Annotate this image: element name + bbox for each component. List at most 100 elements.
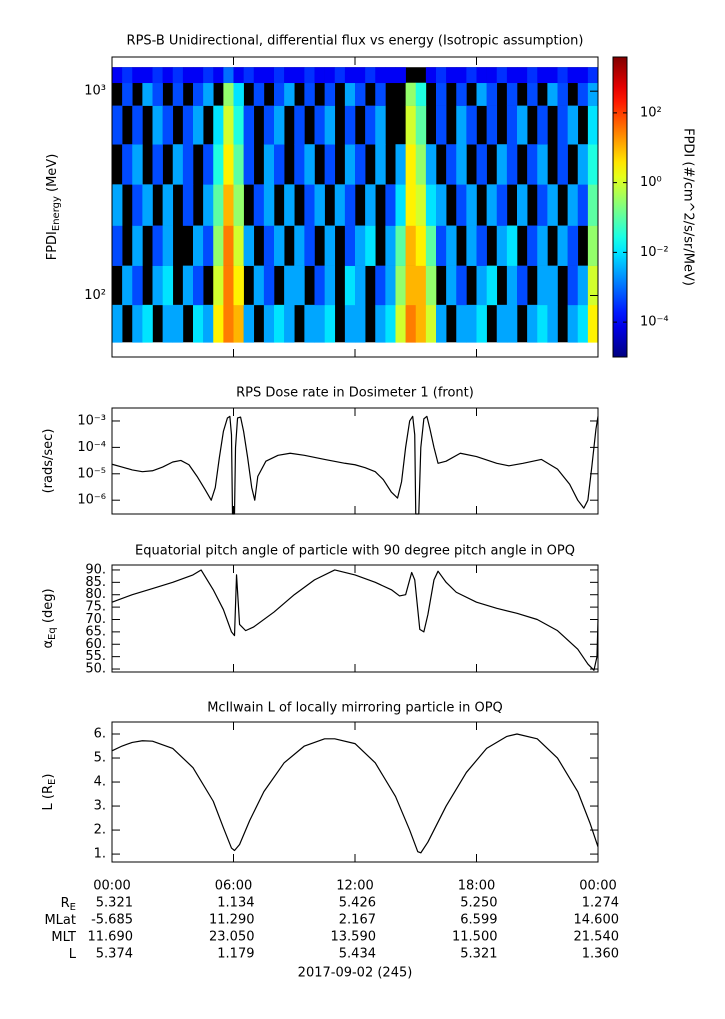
heatmap-cell — [344, 105, 356, 145]
heatmap-cell — [324, 82, 336, 106]
heatmap-cell — [496, 225, 508, 266]
heatmap-cell — [233, 144, 244, 185]
heatmap-cell — [304, 184, 315, 226]
heatmap-cell — [496, 304, 508, 343]
heatmap-cell — [122, 67, 133, 84]
heatmap-cell — [527, 144, 538, 185]
heatmap-cell — [132, 105, 143, 145]
heatmap-cell — [456, 82, 467, 106]
heatmap-cell — [506, 144, 518, 185]
heatmap-cell — [284, 82, 295, 106]
heatmap-cell — [263, 265, 275, 306]
heatmap-cell — [567, 184, 579, 226]
heatmap-cell — [577, 184, 589, 226]
heatmap-cell — [355, 265, 366, 306]
heatmap-cell — [223, 67, 234, 84]
heatmap-cell — [557, 82, 568, 106]
heatmap-cell — [587, 304, 599, 343]
y-tick-label: 80. — [85, 587, 106, 602]
y-axis-label-main: (rads/sec) — [41, 429, 56, 494]
heatmap-cell — [466, 304, 477, 343]
heatmap-cell — [233, 225, 244, 266]
heatmap-cell — [344, 304, 356, 343]
panel-title: McIlwain L of locally mirroring particle… — [207, 701, 503, 716]
y-tick-label: 5. — [94, 751, 106, 766]
heatmap-cell — [466, 184, 477, 226]
ephemeris-value: 1.179 — [217, 947, 254, 962]
heatmap-cell — [425, 67, 437, 84]
heatmap-cell — [425, 304, 437, 343]
heatmap-cell — [405, 225, 417, 266]
heatmap-cell — [365, 225, 376, 266]
heatmap-cell — [466, 105, 477, 145]
heatmap-cell — [587, 144, 599, 185]
heatmap-cell — [496, 184, 508, 226]
heatmap-cell — [486, 67, 498, 84]
heatmap-cell — [436, 67, 447, 84]
heatmap-cell — [233, 265, 244, 306]
heatmap-cell — [456, 304, 467, 343]
heatmap-cell — [314, 67, 325, 84]
heatmap-cell — [314, 304, 325, 343]
heatmap-cell — [506, 105, 518, 145]
heatmap-cell — [274, 67, 285, 84]
heatmap-cell — [506, 265, 518, 306]
heatmap-cell — [355, 225, 366, 266]
heatmap-cell — [385, 265, 396, 306]
heatmap-cell — [517, 184, 528, 226]
heatmap-cell — [395, 265, 406, 306]
y-axis-label: αEq (deg) — [41, 588, 59, 648]
heatmap-cell — [122, 144, 133, 185]
heatmap-cell — [466, 225, 477, 266]
y-tick-label: 75. — [85, 600, 106, 615]
heatmap-cell — [112, 225, 123, 266]
heatmap-cell — [587, 184, 599, 226]
heatmap-cell — [132, 67, 143, 84]
ephemeris-value: 5.426 — [339, 896, 376, 911]
heatmap-cell — [213, 184, 224, 226]
ephemeris-row-label-main: MLat — [44, 913, 76, 928]
heatmap-cell — [395, 225, 406, 266]
plot-frame — [111, 564, 599, 673]
heatmap-cell — [415, 304, 427, 343]
y-axis-label: L (RE) — [41, 774, 59, 811]
heatmap-cell — [152, 144, 163, 185]
ephemeris-row-label-sub: E — [70, 902, 76, 913]
heatmap-cell — [243, 144, 255, 185]
heatmap-cell — [162, 105, 174, 145]
heatmap-cell — [284, 265, 295, 306]
plot-frame — [111, 407, 599, 515]
heatmap-cell — [506, 67, 518, 84]
heatmap-cell — [385, 225, 396, 266]
heatmap-cell — [334, 67, 346, 84]
ephemeris-value: 13.590 — [331, 930, 377, 945]
heatmap-cell — [152, 265, 163, 306]
heatmap-cell — [405, 265, 417, 306]
heatmap-cell — [446, 144, 457, 185]
heatmap-cell — [213, 225, 224, 266]
heatmap-cell — [233, 105, 244, 145]
heatmap-cell — [425, 265, 437, 306]
heatmap-cell — [122, 265, 133, 306]
y-tick-label: 90. — [85, 562, 106, 577]
heatmap-cell — [132, 304, 143, 343]
colorbar-label: FPDI (#/cm^2/s/sr/MeV) — [681, 128, 696, 286]
heatmap-cell — [557, 144, 568, 185]
heatmap-cell — [274, 144, 285, 185]
heatmap-cell — [355, 144, 366, 185]
x-tick-label: 00:00 — [579, 879, 616, 894]
heatmap-cell — [537, 67, 548, 84]
heatmap-cell — [193, 225, 204, 266]
heatmap-cell — [203, 82, 214, 106]
heatmap-cell — [496, 67, 508, 84]
heatmap-cell — [476, 67, 487, 84]
heatmap-cell — [456, 67, 467, 84]
y-tick-label: 3. — [94, 799, 106, 814]
heatmap-cell — [496, 144, 508, 185]
heatmap-cell — [355, 304, 366, 343]
x-tick-label: 06:00 — [215, 879, 252, 894]
ephemeris-value: 5.434 — [339, 947, 376, 962]
heatmap-cell — [587, 225, 599, 266]
heatmap-cell — [476, 144, 487, 185]
heatmap-cell — [334, 184, 346, 226]
